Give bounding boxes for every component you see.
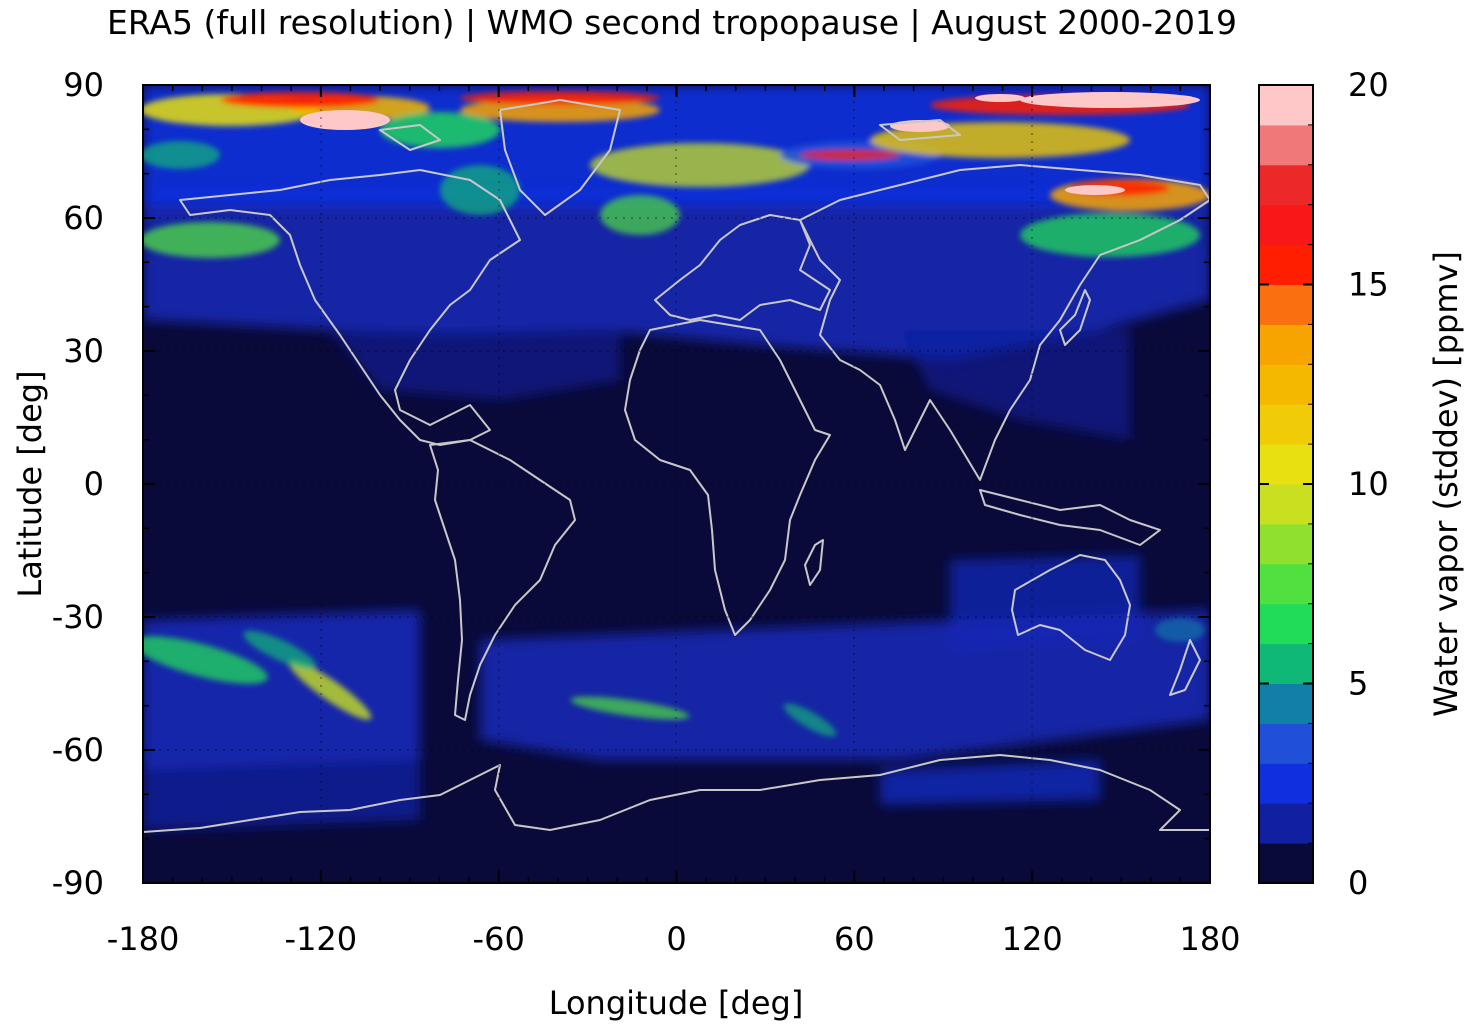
y-tick-label: 60 <box>63 199 104 237</box>
colorbar-tick-label: 15 <box>1348 266 1389 304</box>
chart-title: ERA5 (full resolution) | WMO second trop… <box>107 3 1237 42</box>
colorbar-tick-label: 10 <box>1348 465 1389 503</box>
coastline-arctic-islands <box>379 119 961 151</box>
colorbar-segment <box>1259 124 1313 166</box>
x-tick-label: 60 <box>834 920 875 958</box>
colorbar-segment <box>1259 284 1313 325</box>
y-tick-label: 90 <box>63 66 104 104</box>
coastline-antarctica <box>143 754 1210 833</box>
colorbar-label: Water vapor (stddev) [ppmv] <box>1427 251 1465 717</box>
colorbar-segment <box>1259 484 1313 525</box>
coastlines <box>143 99 1210 833</box>
grid <box>143 85 1210 883</box>
x-tick-label: -120 <box>285 920 358 958</box>
coastline-indonesia <box>979 489 1161 546</box>
coastline-new-zealand <box>1169 639 1201 696</box>
y-tick-label: -60 <box>52 731 104 769</box>
coastline-north-america <box>179 169 521 446</box>
colorbar-segment <box>1259 364 1313 405</box>
colorbar-segment <box>1259 164 1313 206</box>
coastline-europe <box>654 214 831 321</box>
colorbar-segment <box>1259 244 1313 285</box>
coastline-asia <box>799 164 1210 481</box>
y-tick-label: 30 <box>63 332 104 370</box>
colorbar-segment <box>1259 643 1313 684</box>
colorbar-tick-label: 20 <box>1348 66 1389 104</box>
colorbar-tick-label: 5 <box>1348 665 1368 703</box>
coastline-australia <box>1011 554 1131 661</box>
x-tick-label: 180 <box>1179 920 1240 958</box>
x-tick-label: 0 <box>666 920 686 958</box>
colorbar-ticks: 0 5 10 15 20 <box>1259 66 1389 902</box>
colorbar-segment <box>1259 85 1313 126</box>
x-tick-label: -60 <box>473 920 525 958</box>
coastline-greenland <box>499 99 621 216</box>
coastline-madagascar <box>804 539 824 586</box>
coastline-africa <box>624 319 831 636</box>
colorbar-segment <box>1259 803 1313 844</box>
colorbar-segment <box>1259 404 1313 445</box>
y-axis-ticks: 90 60 30 0 -30 -60 -90 <box>52 66 1210 902</box>
colorbar-segment <box>1259 683 1313 724</box>
map-plot-area <box>143 85 1210 883</box>
x-axis-ticks: -180 -120 -60 0 60 120 180 <box>107 85 1241 958</box>
colorbar-segment <box>1259 324 1313 365</box>
colorbar <box>1259 85 1313 884</box>
colorbar-segment <box>1259 723 1313 764</box>
x-tick-label: -180 <box>107 920 180 958</box>
colorbar-tick-label: 0 <box>1348 864 1368 902</box>
coastline-south-america <box>429 439 576 721</box>
x-tick-label: 120 <box>1002 920 1063 958</box>
y-axis-label: Latitude [deg] <box>11 370 49 597</box>
y-tick-label: 0 <box>84 465 104 503</box>
colorbar-segment <box>1259 563 1313 605</box>
colorbar-segment <box>1259 603 1313 645</box>
variability-field <box>143 85 1210 830</box>
y-tick-label: -30 <box>52 598 104 636</box>
colorbar-segment <box>1259 843 1313 884</box>
colorbar-segment <box>1259 763 1313 804</box>
x-axis-label: Longitude [deg] <box>549 984 804 1022</box>
colorbar-segment <box>1259 523 1313 565</box>
coastline-japan <box>1059 289 1091 346</box>
colorbar-segment <box>1259 444 1313 485</box>
y-tick-label: -90 <box>52 864 104 902</box>
colorbar-segment <box>1259 204 1313 246</box>
